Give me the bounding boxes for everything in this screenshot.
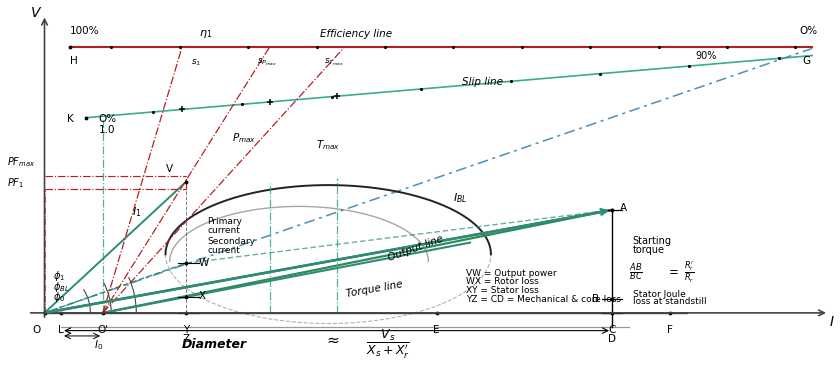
Text: $\eta_1$: $\eta_1$ <box>199 28 213 40</box>
Text: $P_{max}$: $P_{max}$ <box>232 131 256 145</box>
Text: K: K <box>67 115 74 124</box>
Text: $\phi_1$: $\phi_1$ <box>53 269 65 283</box>
Text: F: F <box>668 325 674 335</box>
Text: XY = Stator loss: XY = Stator loss <box>466 286 538 295</box>
Text: 90%: 90% <box>696 51 717 61</box>
Text: WX = Rotor loss: WX = Rotor loss <box>466 277 538 287</box>
Text: L: L <box>58 325 64 335</box>
Text: O%: O% <box>800 26 818 36</box>
Text: Torque line: Torque line <box>345 279 403 299</box>
Text: Secondary: Secondary <box>207 237 255 246</box>
Text: $PF_{max}$: $PF_{max}$ <box>7 155 35 169</box>
Text: O': O' <box>97 325 108 335</box>
Text: $I_{BL}$: $I_{BL}$ <box>454 191 468 205</box>
Text: Z: Z <box>183 334 190 344</box>
Text: $=\ \frac{R_r'}{R_r}$: $=\ \frac{R_r'}{R_r}$ <box>666 259 695 285</box>
Text: torque: torque <box>633 244 664 255</box>
Text: $\approx$: $\approx$ <box>324 332 340 347</box>
Text: W: W <box>199 258 209 268</box>
Text: $\dfrac{V_s}{X_s + X_r'}$: $\dfrac{V_s}{X_s + X_r'}$ <box>365 328 410 361</box>
Text: Primary: Primary <box>207 217 242 226</box>
Text: C: C <box>608 325 616 335</box>
Text: VW = Output power: VW = Output power <box>466 269 557 277</box>
Text: B: B <box>592 294 600 304</box>
Text: Slip line: Slip line <box>462 77 502 87</box>
Text: O%: O% <box>99 115 117 124</box>
Text: E: E <box>433 325 440 335</box>
Text: $PF_1$: $PF_1$ <box>7 177 24 190</box>
Text: D: D <box>608 334 616 344</box>
Text: $s_{T_{max}}$: $s_{T_{max}}$ <box>324 57 344 68</box>
Text: $s_1$: $s_1$ <box>191 58 201 68</box>
Text: A: A <box>620 203 627 213</box>
Text: $I_1$: $I_1$ <box>132 205 142 219</box>
Text: H: H <box>70 55 77 66</box>
Text: Output line: Output line <box>386 234 444 264</box>
Text: G: G <box>802 55 811 66</box>
Text: O: O <box>32 325 40 335</box>
Text: Efficiency line: Efficiency line <box>320 29 392 39</box>
Text: Stator Joule: Stator Joule <box>633 290 685 299</box>
Text: $V$: $V$ <box>30 6 42 20</box>
Text: $\phi_{BL}$: $\phi_{BL}$ <box>53 280 70 294</box>
Text: Y: Y <box>183 325 190 335</box>
Text: loss at standstill: loss at standstill <box>633 297 706 306</box>
Text: $T_{max}$: $T_{max}$ <box>316 138 340 152</box>
Text: $\phi_0$: $\phi_0$ <box>53 290 66 305</box>
Text: $s_{P_{max}}$: $s_{P_{max}}$ <box>257 57 277 68</box>
Text: X: X <box>199 291 206 301</box>
Text: current: current <box>207 246 240 255</box>
Text: YZ = CD = Mechanical & core loss: YZ = CD = Mechanical & core loss <box>466 295 621 304</box>
Text: $I_0$: $I_0$ <box>94 338 103 352</box>
Text: 1.0: 1.0 <box>99 125 115 135</box>
Text: 100%: 100% <box>70 26 99 36</box>
Text: Starting: Starting <box>633 236 672 246</box>
Text: current: current <box>207 226 240 235</box>
Text: V: V <box>165 164 172 174</box>
Text: $I$: $I$ <box>829 315 835 329</box>
Text: Diameter: Diameter <box>182 338 247 351</box>
Text: $\frac{AB}{BC}$: $\frac{AB}{BC}$ <box>628 261 643 283</box>
